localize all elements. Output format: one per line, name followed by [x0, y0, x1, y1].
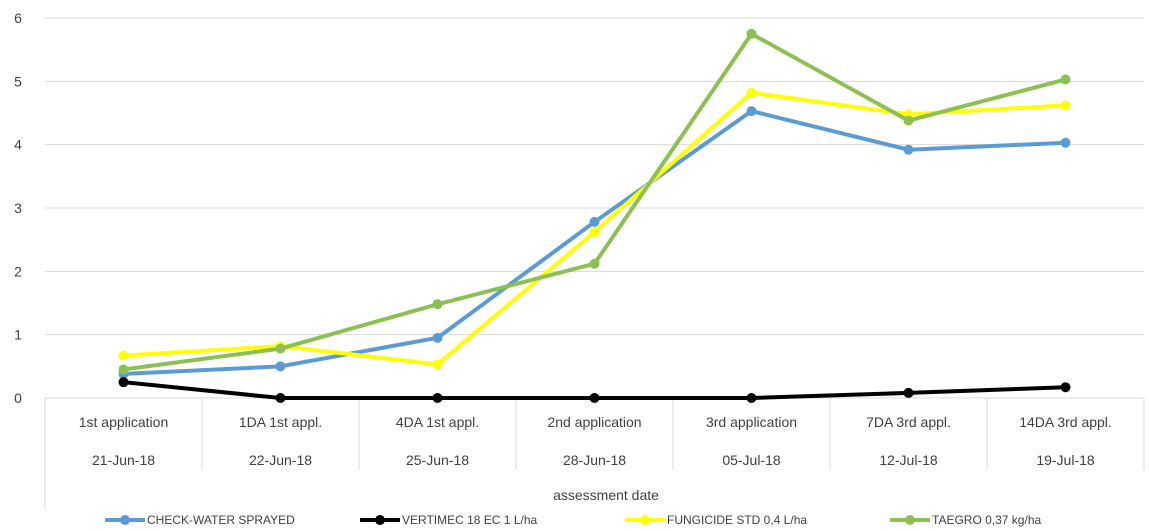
y-tick-label: 1	[14, 327, 22, 343]
series-group	[118, 87, 1071, 370]
data-point	[1060, 100, 1071, 111]
category-label: 1DA 1st appl.	[239, 414, 322, 430]
data-point	[589, 393, 600, 403]
category-label: 2nd application	[547, 414, 641, 430]
category-label: 14DA 3rd appl.	[1019, 414, 1112, 430]
y-tick-label: 5	[14, 73, 22, 89]
y-axis-ticks: 0 1 2 3 4 5 6	[14, 10, 22, 406]
category-date-label: 21-Jun-18	[92, 452, 155, 468]
y-tick-label: 0	[14, 390, 22, 406]
grid-lines	[45, 17, 1144, 399]
legend-label: VERTIMEC 18 EC 1 L/ha	[402, 513, 537, 527]
category-label: 1st application	[79, 414, 169, 430]
category-date-label: 05-Jul-18	[722, 452, 781, 468]
series-group	[118, 28, 1071, 375]
data-point	[432, 299, 443, 310]
data-point	[746, 28, 757, 39]
data-point	[432, 359, 443, 370]
data-point	[589, 227, 600, 238]
legend-swatch-marker	[375, 515, 385, 525]
category-label: 7DA 3rd appl.	[866, 414, 951, 430]
data-point	[118, 350, 129, 361]
data-point	[118, 377, 129, 388]
data-point	[903, 115, 914, 126]
series-group	[118, 377, 1071, 403]
y-tick-label: 2	[14, 263, 22, 279]
data-point	[1060, 137, 1071, 148]
data-point	[1060, 74, 1071, 85]
legend-item: VERTIMEC 18 EC 1 L/ha	[360, 513, 537, 527]
category-label: 4DA 1st appl.	[396, 414, 479, 430]
category-date-label: 19-Jul-18	[1036, 452, 1095, 468]
legend-item: TAEGRO 0,37 kg/ha	[890, 513, 1041, 527]
series-line	[123, 31, 1067, 372]
data-point	[432, 332, 443, 343]
category-labels: 1st application 21-Jun-18 1DA 1st appl. 22-…	[79, 414, 1112, 468]
legend: CHECK-WATER SPRAYED VERTIMEC 18 EC 1 L/ha…	[105, 513, 1041, 527]
data-point	[1060, 382, 1071, 393]
legend-label: CHECK-WATER SPRAYED	[147, 513, 295, 527]
category-label: 3rd application	[706, 414, 797, 430]
category-date-label: 25-Jun-18	[406, 452, 469, 468]
data-point	[746, 393, 757, 403]
data-point	[746, 87, 757, 98]
legend-swatch-marker	[640, 515, 650, 525]
data-point	[746, 106, 757, 117]
data-point	[275, 393, 286, 403]
y-tick-label: 6	[14, 10, 22, 26]
series-lines	[118, 28, 1071, 403]
category-date-label: 22-Jun-18	[249, 452, 312, 468]
category-date-label: 28-Jun-18	[563, 452, 626, 468]
y-tick-label: 3	[14, 200, 22, 216]
category-axis-frame	[44, 398, 1145, 510]
x-axis-title: assessment date	[553, 487, 659, 503]
series-group	[118, 106, 1071, 379]
legend-label: TAEGRO 0,37 kg/ha	[932, 513, 1041, 527]
data-point	[903, 387, 914, 398]
data-point	[432, 393, 443, 403]
data-point	[903, 144, 914, 155]
category-date-label: 12-Jul-18	[879, 452, 938, 468]
legend-item: FUNGICIDE STD 0,4 L/ha	[625, 513, 807, 527]
legend-item: CHECK-WATER SPRAYED	[105, 513, 295, 527]
y-tick-label: 4	[14, 137, 22, 153]
legend-swatch-marker	[905, 515, 915, 525]
data-point	[118, 364, 129, 375]
data-point	[589, 216, 600, 227]
data-point	[275, 343, 286, 354]
legend-swatch-marker	[120, 515, 130, 525]
legend-label: FUNGICIDE STD 0,4 L/ha	[667, 513, 807, 527]
data-point	[589, 258, 600, 269]
data-point	[275, 361, 286, 372]
